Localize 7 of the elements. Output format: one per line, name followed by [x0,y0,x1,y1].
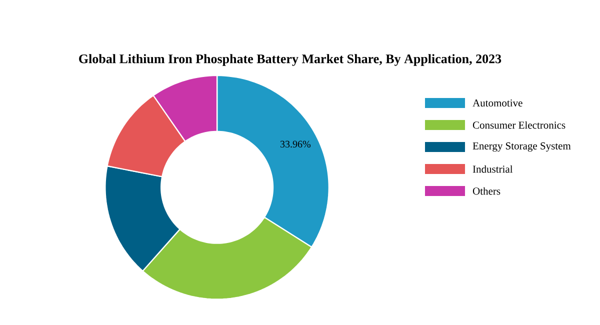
chart-title: Global Lithium Iron Phosphate Battery Market Share, By Application, 2023 [79,54,502,66]
legend-label: Energy Storage System [472,142,571,152]
legend-label: Industrial [472,165,513,173]
data-label: 33.96% [280,140,311,148]
legend-label: Consumer Electronics [472,121,566,129]
legend-label: Others [472,187,500,195]
legend-label: Automotive [472,99,522,107]
